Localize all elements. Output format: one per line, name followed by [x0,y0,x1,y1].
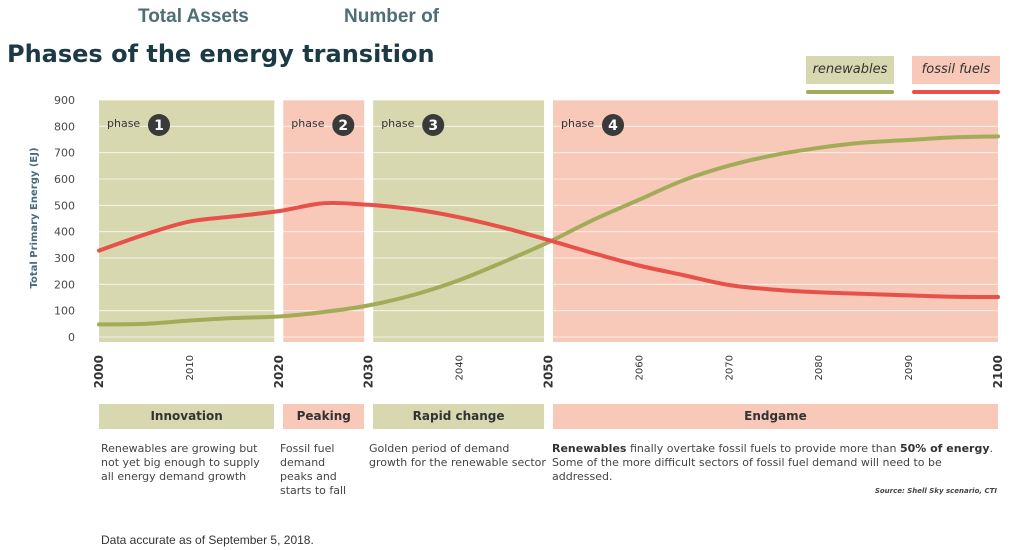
phase-badges: phase 1 phase 2 phase 3 phase 4 [107,114,624,136]
x-tick-label: 2010 [185,355,196,380]
y-axis-ticks: 0 100 200 300 400 500 600 700 800 900 [54,94,75,344]
phase-badge-circle [148,114,170,136]
phase-badge-circle [422,114,445,136]
phase-2-description: Fossil fuel demand peaks and starts to f… [280,442,347,497]
legend-fossil-fuels-line [912,90,1000,94]
phase-3-description: Golden period of demand growth for the r… [369,442,546,469]
y-tick-label: 900 [54,94,75,107]
phase-badge-prefix: phase [107,117,140,130]
x-tick-label: 2100 [991,355,1005,388]
y-tick-label: 0 [68,331,75,344]
phase-badge-1: phase 1 [107,114,170,136]
phase-badge-number: 4 [608,118,618,134]
series-lines [97,134,1000,327]
y-tick-label: 800 [54,120,75,133]
y-tick-label: 500 [54,199,75,212]
phase-4-description: Renewables finally overtake fossil fuels… [552,442,997,484]
y-tick-label: 200 [54,278,75,291]
x-tick-label: 2000 [92,355,106,388]
x-tick-label: 2080 [814,355,825,380]
phase-badge-number: 1 [154,118,164,134]
phase-badge-3: phase 3 [381,114,445,136]
phase-1-description: Renewables are growing but not yet big e… [101,442,260,483]
phase-badge-4: phase 4 [561,114,624,136]
phase-4-text-2: . Some of the more difficult sectors of … [552,442,994,483]
x-tick-label: 2030 [362,355,376,388]
x-axis-ticks: 2000 2010 2020 2030 2040 2050 2060 2070 2080 2090… [92,355,1005,388]
phase-badge-prefix: phase [381,117,414,130]
phase-badge-circle [601,114,624,136]
y-axis-title: Total Primary Energy (EJ) [29,147,40,288]
data-footnote: Data accurate as of September 5, 2018. [101,533,314,547]
phase-label-rapid-change: Rapid change [373,404,544,429]
phase-band-2 [283,100,365,342]
phase-badge-number: 2 [338,118,348,134]
legend-renewables-box: renewables [806,56,894,84]
y-tick-label: 700 [54,147,75,160]
renewables-emphasis: Renewables [552,442,627,455]
x-tick-label: 2020 [272,355,286,388]
x-tick-label: 2090 [904,355,915,380]
total-assets-label: Total Assets [138,6,249,27]
x-tick-label: 2070 [724,355,735,380]
phase-badge-prefix: phase [291,117,324,130]
y-tick-label: 100 [54,305,75,318]
phase-label-peaking: Peaking [283,404,365,429]
phase-badge-2: phase 2 [291,114,355,136]
legend-fossil-fuels-box: fossil fuels [912,56,1000,84]
x-tick-label: 2050 [542,355,556,388]
phase-4-text-1: finally overtake fossil fuels to provide… [626,442,900,455]
phase-label-innovation: Innovation [99,404,275,429]
x-tick-label: 2040 [455,355,466,380]
phase-badge-number: 3 [428,118,438,134]
legend-renewables-line [806,90,894,94]
source-note: Source: Shell Sky scenario, CTI [874,487,997,495]
phase-bands [99,100,998,342]
y-tick-label: 400 [54,226,75,239]
phase-label-endgame: Endgame [552,404,998,429]
x-tick-label: 2060 [634,355,645,380]
number-of-label: Number of [344,6,439,27]
phase-badge-prefix: phase [561,117,594,130]
y-tick-label: 300 [54,252,75,265]
fifty-percent-emphasis: 50% of energy [899,442,990,455]
phase-band-4 [552,100,998,342]
page-title: Phases of the energy transition [7,40,435,68]
y-tick-label: 600 [54,173,75,186]
gridlines [99,99,998,338]
phase-badge-circle [332,114,355,136]
phase-band-3 [373,100,545,342]
